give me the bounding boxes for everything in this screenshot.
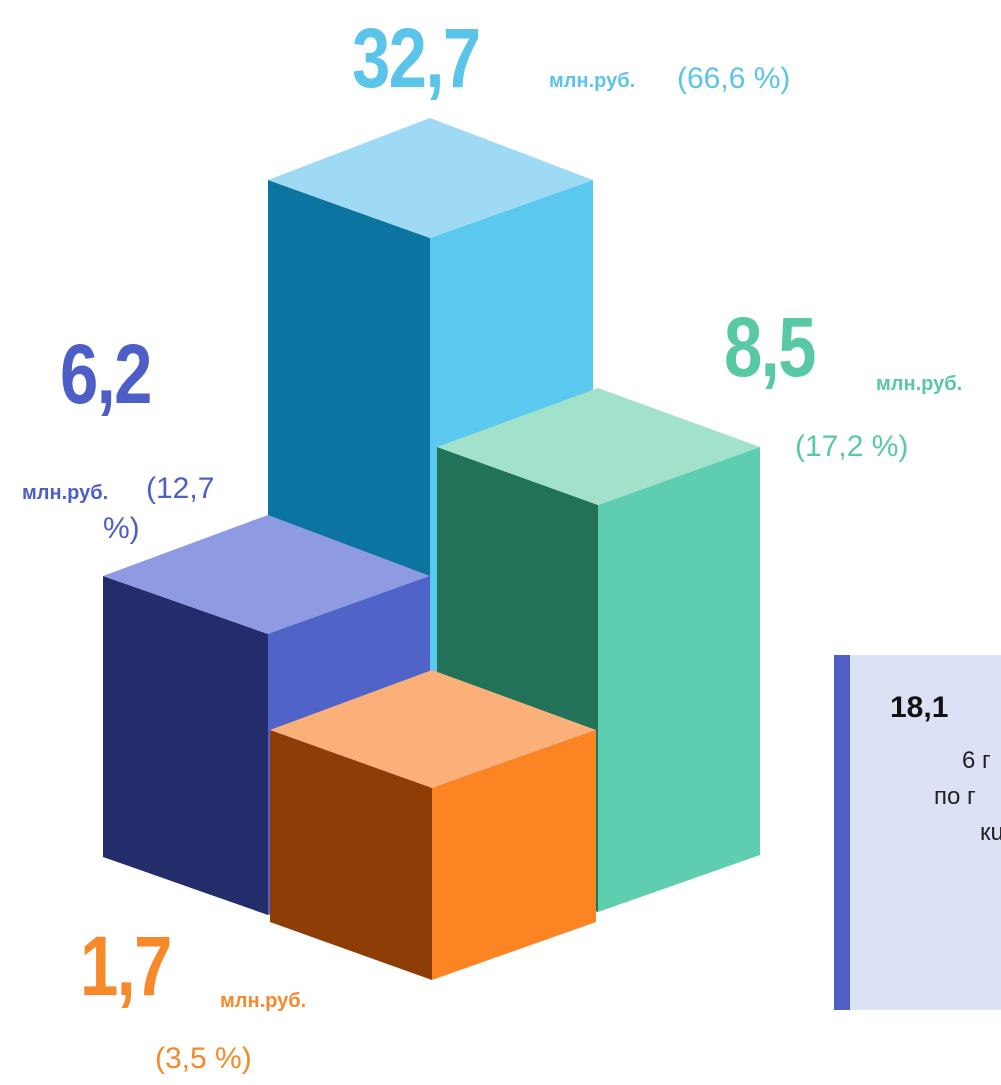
pct-label-6-2-a: (12,7 xyxy=(146,472,215,505)
unit-label-6-2: млн.руб. xyxy=(22,482,109,504)
value-label-1-7: 1,7 xyxy=(80,919,172,1013)
bar-1-7 xyxy=(270,670,596,980)
value-label-8-5: 8,5 xyxy=(724,300,816,394)
unit-label-32-7: млн.руб. xyxy=(549,70,636,92)
bar-6-2-top-face xyxy=(103,515,430,634)
callout-box: 18,1 6 г по г кu xyxy=(834,655,1001,1010)
pct-label-1-7: (3,5 %) xyxy=(155,1042,252,1075)
bar-8-5-side-face xyxy=(598,447,760,912)
pct-label-32-7: (66,6 %) xyxy=(677,62,791,95)
bar-32-7-top-face xyxy=(268,118,593,238)
pct-label-8-5: (17,2 %) xyxy=(795,430,909,463)
bar-6-2-front-face xyxy=(103,576,268,915)
value-label-6-2: 6,2 xyxy=(60,327,152,421)
unit-label-1-7: млн.руб. xyxy=(220,990,307,1012)
bar-8-5-top-face xyxy=(437,388,760,505)
callout-title: 18,1 xyxy=(890,691,949,724)
bar-1-7-front-face xyxy=(270,730,432,980)
pct-label-6-2-b: %) xyxy=(103,512,140,545)
unit-label-8-5: млн.руб. xyxy=(876,373,963,395)
value-label-32-7: 32,7 xyxy=(352,11,481,105)
callout-line-3: кu xyxy=(980,819,1001,846)
bar-1-7-top-face xyxy=(270,670,596,788)
callout-line-2: по г xyxy=(934,783,976,810)
callout-line-1: 6 г xyxy=(962,747,991,774)
bar-1-7-side-face xyxy=(432,730,596,980)
